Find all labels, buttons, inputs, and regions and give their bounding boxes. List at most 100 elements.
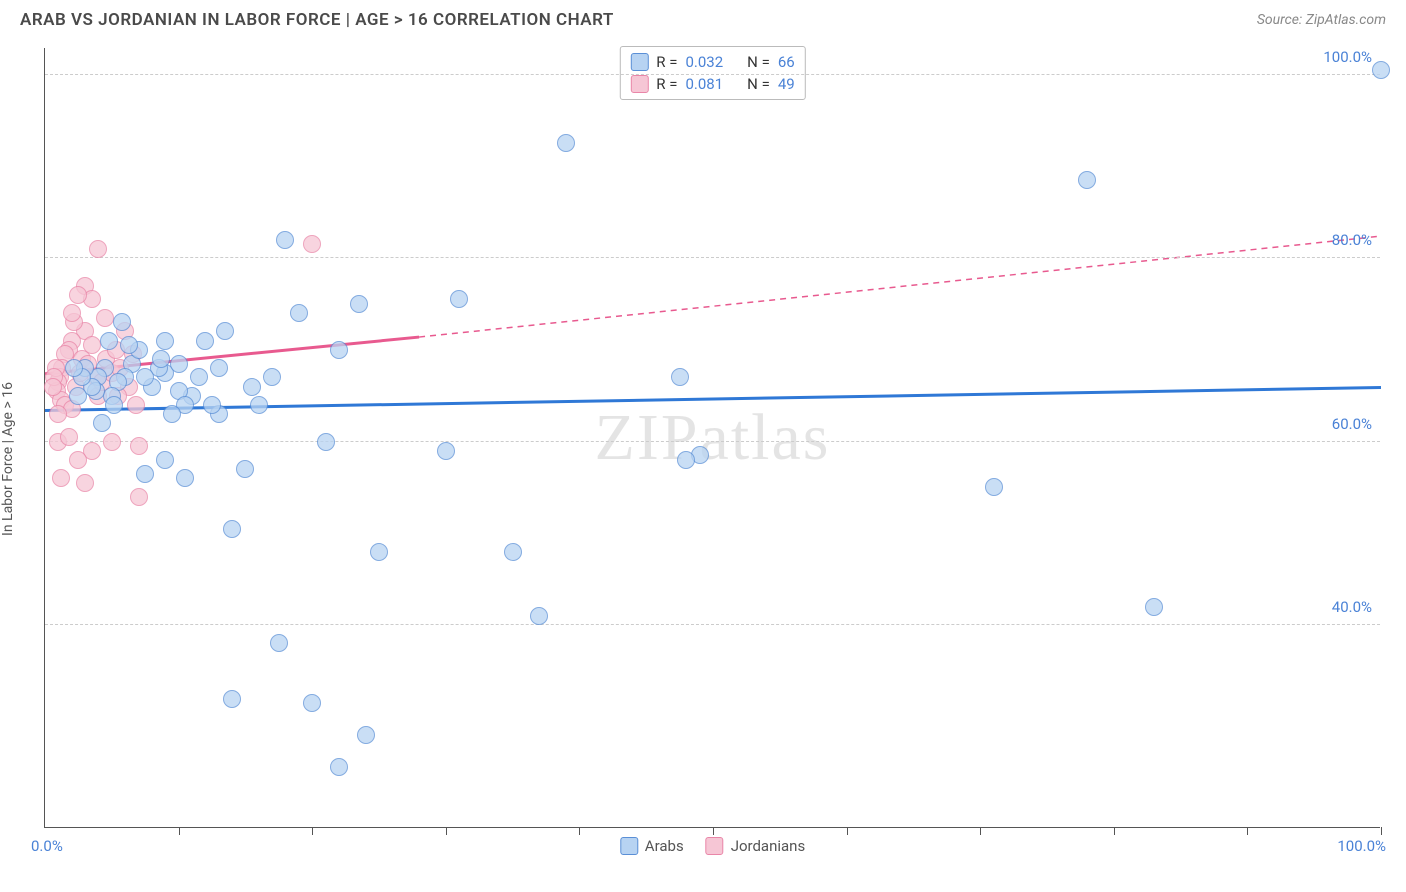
jordanians-point [127, 396, 145, 414]
legend-item: Jordanians [706, 837, 806, 855]
arabs-point [303, 694, 321, 712]
arabs-point [156, 451, 174, 469]
jordanians-point [130, 488, 148, 506]
arabs-point [105, 396, 123, 414]
arabs-point [250, 396, 268, 414]
stats-row: R =0.032N =66 [630, 51, 794, 73]
arabs-point [985, 478, 1003, 496]
arabs-point [504, 543, 522, 561]
arabs-point [170, 355, 188, 373]
arabs-point [1372, 61, 1390, 79]
arabs-point [190, 368, 208, 386]
jordanians-point [83, 336, 101, 354]
x-tick [980, 827, 981, 835]
x-tick [312, 827, 313, 835]
arabs-point [1078, 171, 1096, 189]
jordanians-point [63, 304, 81, 322]
legend-swatch [706, 837, 724, 855]
jordanians-point [44, 378, 62, 396]
arabs-point [677, 451, 695, 469]
gridline-h [45, 441, 1380, 442]
x-axis-min-label: 0.0% [31, 837, 63, 855]
jordanians-point [76, 474, 94, 492]
arabs-point [1145, 598, 1163, 616]
chart-title: ARAB VS JORDANIAN IN LABOR FORCE | AGE >… [20, 10, 614, 30]
jordanians-point [52, 469, 70, 487]
source-attribution: Source: ZipAtlas.com [1257, 12, 1386, 28]
arabs-point [450, 290, 468, 308]
arabs-point [557, 134, 575, 152]
arabs-point [136, 368, 154, 386]
x-tick [446, 827, 447, 835]
x-tick [179, 827, 180, 835]
arabs-point [100, 332, 118, 350]
arabs-point [370, 543, 388, 561]
legend-swatch [620, 837, 638, 855]
arabs-point [276, 231, 294, 249]
y-tick-label: 100.0% [1323, 48, 1372, 66]
arabs-point [330, 341, 348, 359]
legend-item: Arabs [620, 837, 684, 855]
arabs-point [120, 336, 138, 354]
legend-label: Jordanians [731, 837, 806, 855]
stats-n-value: 49 [778, 75, 795, 93]
arabs-point [152, 350, 170, 368]
arabs-point [236, 460, 254, 478]
arabs-point [65, 359, 83, 377]
arabs-point [203, 396, 221, 414]
series-legend: Arabs Jordanians [620, 837, 805, 855]
arabs-point [290, 304, 308, 322]
arabs-point [223, 690, 241, 708]
jordanians-point [103, 433, 121, 451]
arabs-point [671, 368, 689, 386]
arabs-point [317, 433, 335, 451]
arabs-point [270, 634, 288, 652]
stats-swatch [630, 53, 648, 71]
arabs-point [350, 295, 368, 313]
arabs-point [357, 726, 375, 744]
jordanians-point [49, 405, 67, 423]
trend-lines [45, 48, 1381, 828]
y-axis-label: In Labor Force | Age > 16 [0, 382, 16, 536]
arabs-point [223, 520, 241, 538]
x-tick [579, 827, 580, 835]
arabs-point [263, 368, 281, 386]
arabs-point [69, 387, 87, 405]
stats-n-value: 66 [778, 53, 795, 71]
arabs-point [156, 332, 174, 350]
stats-r-value: 0.081 [685, 75, 723, 93]
jordanians-point [69, 286, 87, 304]
stats-r-label: R = [656, 53, 677, 71]
x-tick [1114, 827, 1115, 835]
jordanians-point [130, 437, 148, 455]
arabs-point [210, 359, 228, 377]
x-tick [847, 827, 848, 835]
arabs-point [93, 414, 111, 432]
arabs-point [196, 332, 214, 350]
jordanians-point [60, 428, 78, 446]
y-tick-label: 40.0% [1332, 598, 1372, 616]
stats-n-label: N = [747, 53, 770, 71]
gridline-h [45, 74, 1380, 75]
x-tick [1381, 827, 1382, 835]
arabs-point [243, 378, 261, 396]
stats-swatch [630, 75, 648, 93]
x-axis-max-label: 100.0% [1337, 837, 1386, 855]
y-tick-label: 60.0% [1332, 415, 1372, 433]
arabs-point [113, 313, 131, 331]
jordanians-point [303, 235, 321, 253]
legend-label: Arabs [645, 837, 684, 855]
y-tick-label: 80.0% [1332, 231, 1372, 249]
watermark: ZIPatlas [595, 400, 831, 476]
arabs-point [530, 607, 548, 625]
x-tick [713, 827, 714, 835]
x-tick [1247, 827, 1248, 835]
jordanians-point [96, 309, 114, 327]
stats-n-label: N = [747, 75, 770, 93]
jordanians-point [69, 451, 87, 469]
gridline-h [45, 624, 1380, 625]
stats-r-label: R = [656, 75, 677, 93]
stats-row: R = 0.081 N = 49 [630, 73, 794, 95]
plot-area: ZIPatlas R =0.032N =66R =0.081N =49 Arab… [44, 48, 1380, 828]
arabs-point [216, 322, 234, 340]
